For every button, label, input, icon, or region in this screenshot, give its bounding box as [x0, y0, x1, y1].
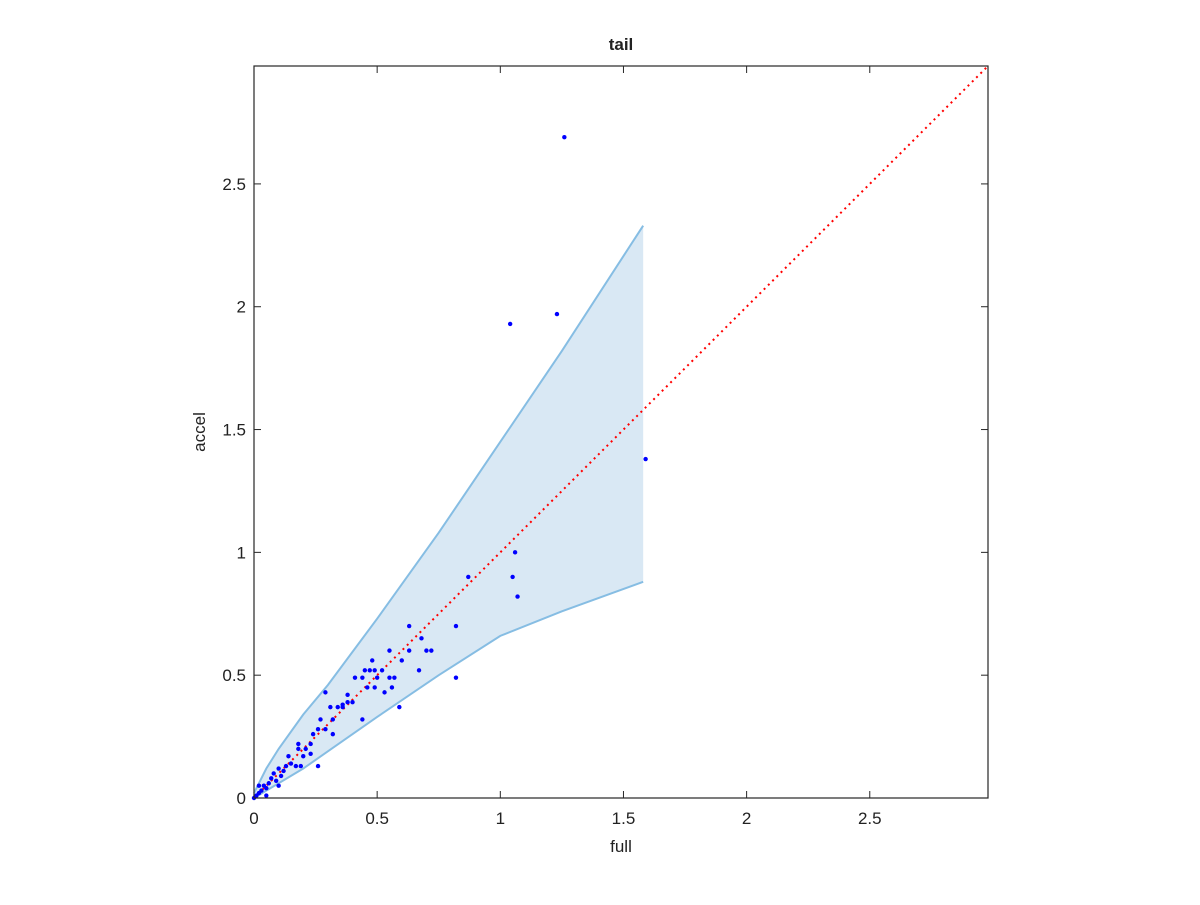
point	[308, 751, 313, 756]
point	[345, 692, 350, 698]
point	[335, 704, 340, 710]
point	[276, 783, 281, 788]
point	[399, 658, 404, 663]
band-lower-edge	[253, 580, 644, 799]
point	[266, 781, 271, 786]
point	[507, 321, 513, 327]
point	[419, 636, 424, 641]
point	[310, 731, 316, 737]
point	[554, 311, 560, 317]
point	[328, 704, 333, 710]
point	[276, 766, 281, 771]
point	[273, 778, 279, 784]
point	[308, 741, 313, 747]
point	[323, 690, 328, 695]
point	[350, 700, 355, 705]
x-tick-label: 0.5	[365, 809, 389, 828]
x-tick-label: 2	[742, 809, 751, 828]
point	[510, 574, 515, 580]
y-tick-label: 2	[237, 298, 246, 317]
chart-title: tail	[609, 35, 634, 54]
point	[424, 648, 429, 653]
y-tick-label: 0	[237, 789, 246, 808]
point	[296, 741, 301, 747]
point	[453, 623, 459, 629]
point	[293, 763, 299, 769]
band-upper-edge	[253, 225, 645, 794]
point	[330, 717, 336, 722]
point	[281, 768, 286, 774]
point	[318, 717, 323, 722]
point	[288, 761, 294, 766]
point	[392, 675, 397, 680]
point	[365, 685, 370, 690]
point	[301, 754, 306, 759]
point	[397, 704, 402, 710]
y-tick-label: 1	[237, 543, 246, 562]
point	[406, 623, 412, 629]
point	[345, 700, 350, 705]
point	[269, 776, 274, 781]
point	[340, 702, 345, 707]
point	[315, 727, 321, 732]
point	[330, 731, 336, 737]
point	[271, 771, 276, 776]
point	[286, 754, 291, 759]
point	[387, 648, 392, 653]
point	[512, 550, 518, 555]
x-axis-label: full	[610, 837, 632, 856]
point	[643, 456, 648, 462]
point	[264, 793, 269, 798]
point	[360, 717, 365, 722]
point	[261, 783, 267, 788]
point	[298, 763, 303, 769]
point	[382, 690, 387, 695]
point	[406, 648, 412, 653]
x-tick-label: 0	[249, 809, 258, 828]
point	[389, 685, 395, 690]
point	[296, 746, 301, 752]
point	[515, 594, 520, 599]
point	[374, 675, 380, 680]
point	[379, 668, 385, 673]
plot-frame	[253, 65, 989, 799]
point	[372, 685, 377, 690]
point	[323, 727, 328, 732]
point	[370, 658, 375, 663]
x-tick-label: 2.5	[858, 809, 882, 828]
point	[372, 668, 377, 673]
point	[429, 648, 434, 653]
point	[362, 668, 368, 673]
point	[303, 746, 308, 752]
point	[367, 668, 372, 673]
x-tick-label: 1.5	[612, 809, 636, 828]
point	[466, 574, 471, 580]
point	[256, 783, 262, 788]
y-tick-label: 0.5	[222, 666, 246, 685]
point	[352, 675, 358, 680]
y-tick-label: 1.5	[222, 421, 246, 440]
point	[453, 675, 459, 680]
point	[360, 675, 365, 680]
y-axis-label: accel	[190, 412, 209, 452]
point	[562, 135, 567, 140]
point	[315, 763, 321, 769]
point	[387, 675, 392, 680]
confidence-band	[254, 225, 644, 798]
point	[283, 763, 289, 769]
y-tick-label: 2.5	[222, 175, 246, 194]
point	[278, 773, 284, 779]
x-tick-label: 1	[496, 809, 505, 828]
point	[416, 668, 422, 673]
